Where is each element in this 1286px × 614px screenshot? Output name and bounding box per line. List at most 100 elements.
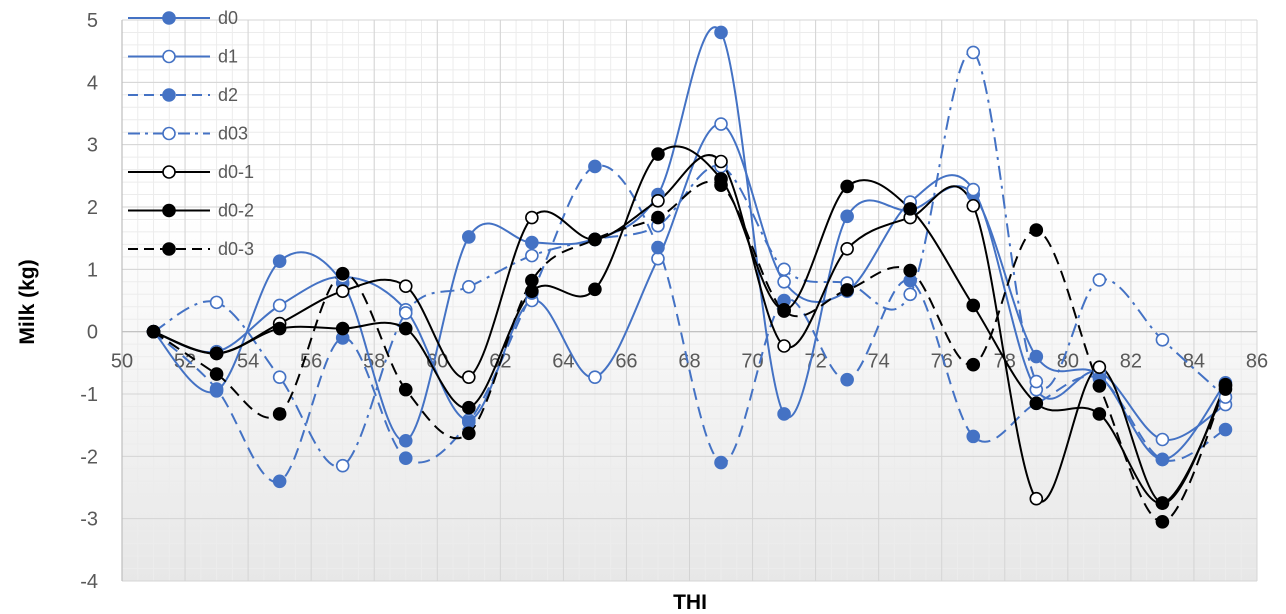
data-point <box>335 266 350 281</box>
data-point <box>398 451 413 466</box>
x-tick-label: 50 <box>111 351 133 373</box>
data-point <box>966 182 981 197</box>
series-markers <box>146 25 1233 529</box>
data-point <box>462 415 476 429</box>
legend-swatch-marker <box>162 242 176 256</box>
data-point <box>588 159 602 174</box>
legend-swatch-marker <box>162 126 176 141</box>
data-point <box>272 321 287 336</box>
y-tick-label: 0 <box>87 322 98 344</box>
data-point <box>840 372 854 387</box>
y-tick-label: 3 <box>87 135 98 157</box>
data-point <box>398 382 413 397</box>
legend-swatch-marker <box>162 165 176 179</box>
legend-swatch-marker <box>162 11 176 25</box>
legend-label: d0-3 <box>218 239 254 259</box>
data-point <box>651 193 665 208</box>
y-tick-label: 1 <box>87 259 98 281</box>
data-point <box>966 357 981 372</box>
y-tick-label: -3 <box>80 509 98 531</box>
data-point <box>1029 349 1044 364</box>
data-point <box>1092 407 1107 421</box>
data-point <box>1029 374 1044 389</box>
legend-item-d0: d0 <box>128 8 238 28</box>
data-point <box>903 287 917 302</box>
data-point <box>1218 422 1233 437</box>
data-point <box>777 339 791 353</box>
x-tick-label: 64 <box>552 351 574 373</box>
legend-label: d2 <box>218 85 238 105</box>
data-point <box>209 382 224 396</box>
x-tick-label: 76 <box>931 351 953 373</box>
series-line-d2 <box>152 164 1226 483</box>
data-point <box>1029 223 1044 237</box>
data-point <box>525 210 539 225</box>
data-point <box>1029 396 1044 411</box>
data-point <box>462 230 476 244</box>
data-point <box>903 263 917 278</box>
y-tick-label: 2 <box>87 197 98 219</box>
legend-label: d03 <box>218 124 248 144</box>
data-point <box>840 241 854 256</box>
legend-label: d0-1 <box>218 162 254 182</box>
x-tick-label: 86 <box>1246 351 1268 373</box>
data-point <box>462 400 476 415</box>
legend-item-d0-3: d0-3 <box>128 239 254 259</box>
data-point <box>966 429 981 444</box>
data-point <box>840 209 854 224</box>
data-point <box>209 295 224 310</box>
legend-swatch-marker <box>162 203 176 218</box>
data-point <box>462 279 476 294</box>
data-point <box>840 283 854 297</box>
data-point <box>714 455 728 470</box>
data-point <box>966 45 981 60</box>
x-tick-label: 84 <box>1183 351 1205 373</box>
data-point <box>1155 514 1170 529</box>
legend-swatch-marker <box>162 49 176 64</box>
data-point <box>398 433 413 448</box>
data-point <box>398 321 413 336</box>
data-point <box>1092 360 1107 374</box>
data-point <box>651 147 665 161</box>
legend: d0 d1 d2 d03 d0-1 d0-2 d0-3 <box>128 8 254 259</box>
data-point <box>272 254 287 269</box>
data-point <box>525 235 539 250</box>
data-point <box>1092 379 1107 393</box>
y-axis-title: Milk (kg) <box>16 259 39 344</box>
data-point <box>272 298 287 313</box>
data-point <box>1155 432 1170 447</box>
data-point <box>651 240 665 255</box>
data-point <box>966 298 981 313</box>
legend-item-d03: d03 <box>128 124 248 144</box>
data-point <box>588 370 602 384</box>
data-point <box>777 304 791 318</box>
legend-label: d0 <box>218 8 238 28</box>
data-point <box>903 202 917 216</box>
legend-item-d1: d1 <box>128 47 238 67</box>
x-tick-label: 68 <box>678 351 700 373</box>
x-tick-label: 74 <box>868 351 890 373</box>
legend-item-d2: d2 <box>128 85 238 105</box>
data-point <box>1155 496 1170 510</box>
data-point <box>1155 452 1170 467</box>
data-point <box>714 25 728 40</box>
data-point <box>588 232 602 247</box>
data-point <box>714 117 728 131</box>
data-point <box>335 458 350 473</box>
legend-label: d0-2 <box>218 201 254 221</box>
data-point <box>146 324 161 339</box>
series-points-d0-3 <box>146 178 1233 529</box>
legend-swatch-marker <box>162 88 176 102</box>
data-point <box>777 262 791 277</box>
y-tick-label: -1 <box>80 384 98 406</box>
data-point <box>272 474 287 489</box>
major-gridlines <box>121 19 1258 582</box>
legend-label: d1 <box>218 47 238 67</box>
data-point <box>398 306 413 320</box>
x-tick-label: 66 <box>615 351 637 373</box>
x-tick-label: 54 <box>237 351 259 373</box>
y-tick-labels: -4 -3 -2 -1 0 1 2 3 4 5 <box>80 10 98 593</box>
data-point <box>714 154 728 169</box>
y-tick-label: -2 <box>80 446 98 468</box>
